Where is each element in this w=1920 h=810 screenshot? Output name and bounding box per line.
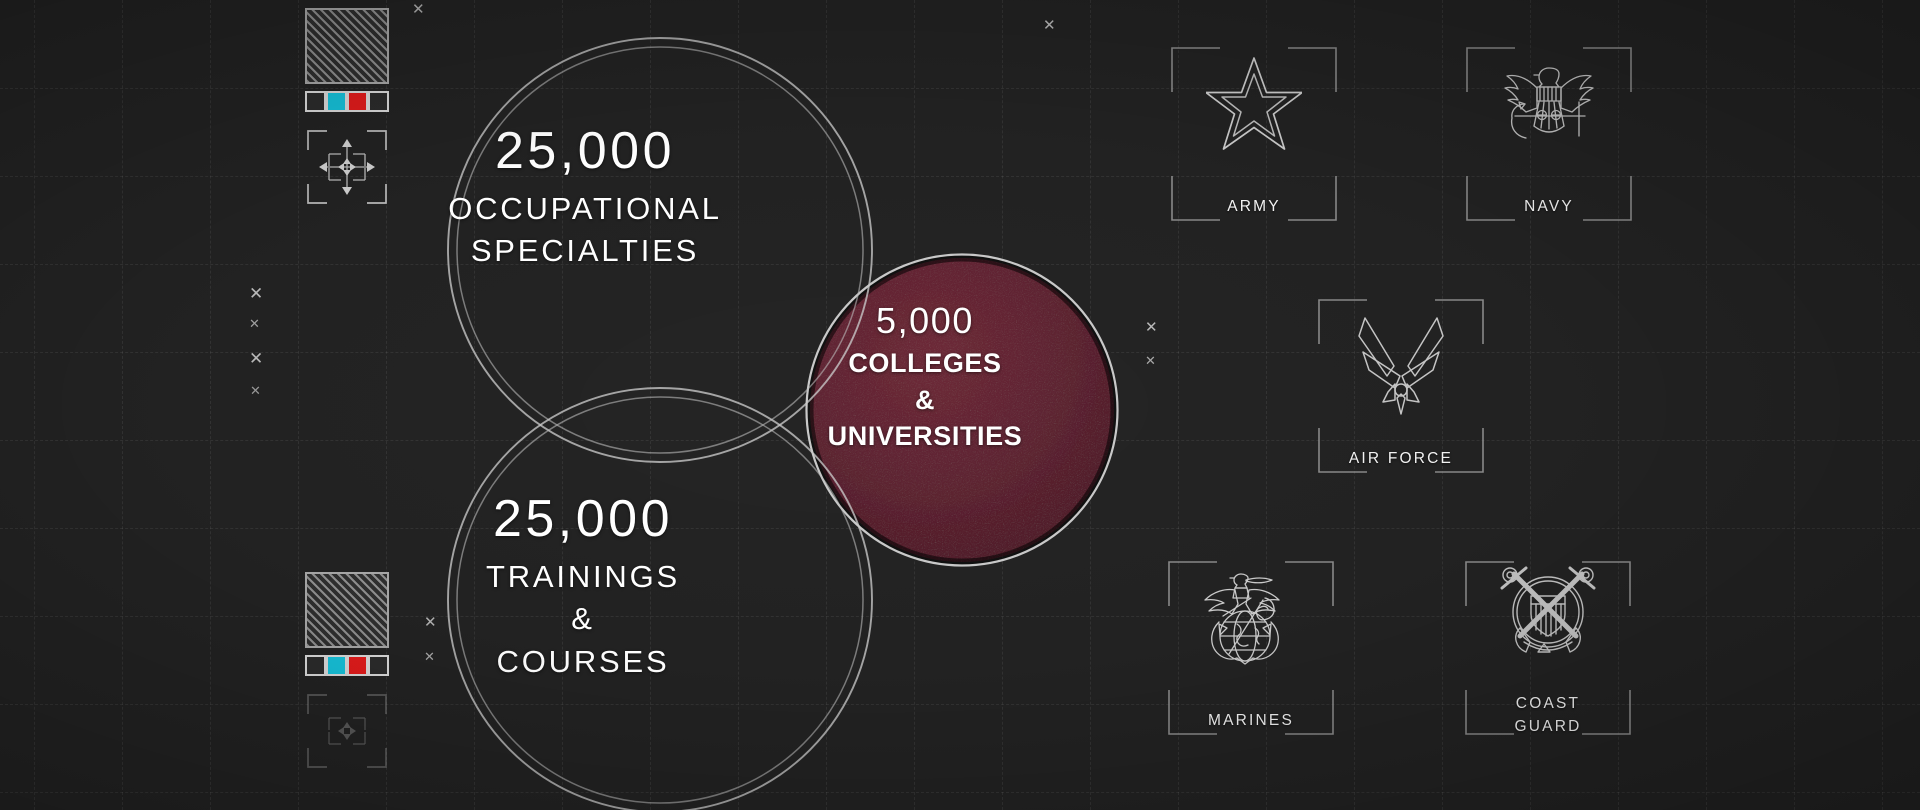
grid-line-horizontal <box>0 528 1920 529</box>
move-crosshair-icon <box>307 694 387 768</box>
venn-caption-occupational: OCCUPATIONAL SPECIALTIES <box>380 188 790 274</box>
decorative-x-mark: ✕ <box>249 316 260 331</box>
color-swatch-2[interactable] <box>347 655 368 676</box>
grid-line-vertical <box>298 0 299 810</box>
grid-line-vertical <box>1706 0 1707 810</box>
venn-caption-line-2: SPECIALTIES <box>470 233 700 269</box>
decorative-x-mark: ✕ <box>1145 319 1158 336</box>
badge-label-line-2: GUARD <box>1514 717 1582 735</box>
decorative-x-mark: ✕ <box>424 614 437 631</box>
badge-label-army: ARMY <box>1227 197 1281 215</box>
decorative-x-mark: ✕ <box>249 284 264 303</box>
grid-line-horizontal <box>0 264 1920 265</box>
coast-guard-shield-anchors-icon <box>1500 566 1596 653</box>
tool-widget-bottom[interactable] <box>305 572 389 770</box>
color-swatch-row[interactable] <box>305 655 389 676</box>
decorative-x-mark: ✕ <box>424 649 435 664</box>
venn-number-occupational: 25,000 <box>494 122 676 180</box>
color-swatch-0[interactable] <box>305 91 326 112</box>
venn-number-colleges: 5,000 <box>875 300 975 341</box>
venn-caption-trainings: TRAININGS & COURSES <box>378 556 788 684</box>
grid-line-vertical <box>1882 0 1883 810</box>
branch-badge-air-force[interactable]: AIR FORCE <box>1315 296 1487 476</box>
decorative-x-mark: ✕ <box>249 349 264 368</box>
navy-eagle-anchor-icon <box>1504 67 1594 139</box>
tool-widget-top[interactable] <box>305 8 389 206</box>
move-crosshair-widget[interactable] <box>305 692 389 770</box>
venn-caption-line-1: OCCUPATIONAL <box>448 190 722 226</box>
badge-label-air-force: AIR FORCE <box>1348 449 1454 467</box>
branch-badge-coast-guard[interactable]: COAST GUARD <box>1462 558 1634 738</box>
grid-line-vertical <box>1794 0 1795 810</box>
decorative-x-mark: ✕ <box>1145 353 1156 368</box>
venn-label-occupational: 25,000 OCCUPATIONAL SPECIALTIES <box>380 124 790 273</box>
grid-line-vertical <box>474 0 475 810</box>
venn-caption-line-1: COLLEGES <box>848 347 1002 378</box>
branch-badge-army[interactable]: ARMY <box>1168 44 1340 224</box>
badge-label-coast-guard: COAST GUARD <box>1462 693 1634 738</box>
color-swatch-3[interactable] <box>368 655 389 676</box>
venn-number-trainings: 25,000 <box>492 490 674 548</box>
venn-caption-colleges: COLLEGES & UNIVERSITIES <box>790 345 1060 455</box>
venn-caption-line-3: COURSES <box>496 644 670 680</box>
color-swatch-1[interactable] <box>326 655 347 676</box>
hatch-pattern-icon <box>307 574 387 646</box>
hatched-swatch-preview[interactable] <box>305 572 389 648</box>
badge-label-marines: MARINES <box>1207 711 1295 729</box>
grid-line-vertical <box>738 0 739 810</box>
marines-eagle-globe-anchor-icon <box>1204 573 1280 665</box>
venn-caption-line-2: & <box>571 601 595 637</box>
decorative-x-mark: ✕ <box>412 1 425 18</box>
venn-label-colleges: 5,000 COLLEGES & UNIVERSITIES <box>790 302 1060 455</box>
decorative-x-mark: ✕ <box>250 383 261 398</box>
hatch-pattern-icon <box>307 10 387 82</box>
branch-badge-marines[interactable]: MARINES <box>1165 558 1337 738</box>
army-star-icon <box>1206 57 1302 150</box>
color-swatch-2[interactable] <box>347 91 368 112</box>
move-crosshair-widget[interactable] <box>305 128 389 206</box>
branch-badge-navy[interactable]: NAVY <box>1463 44 1635 224</box>
venn-caption-line-1: TRAININGS <box>486 558 680 594</box>
grid-line-vertical <box>1090 0 1091 810</box>
badge-label-navy: NAVY <box>1524 197 1574 215</box>
color-swatch-row[interactable] <box>305 91 389 112</box>
air-force-wings-icon <box>1358 317 1444 415</box>
venn-caption-line-3: UNIVERSITIES <box>827 421 1023 452</box>
color-swatch-0[interactable] <box>305 655 326 676</box>
venn-label-trainings: 25,000 TRAININGS & COURSES <box>378 492 788 684</box>
hatched-swatch-preview[interactable] <box>305 8 389 84</box>
venn-caption-line-2: & <box>914 384 936 415</box>
color-swatch-1[interactable] <box>326 91 347 112</box>
color-swatch-3[interactable] <box>368 91 389 112</box>
decorative-x-mark: ✕ <box>1043 17 1056 34</box>
grid-line-vertical <box>210 0 211 810</box>
grid-line-vertical <box>34 0 35 810</box>
badge-label-line-1: COAST <box>1515 695 1581 713</box>
grid-line-vertical <box>122 0 123 810</box>
grid-line-horizontal <box>0 792 1920 793</box>
move-crosshair-icon <box>307 130 387 204</box>
